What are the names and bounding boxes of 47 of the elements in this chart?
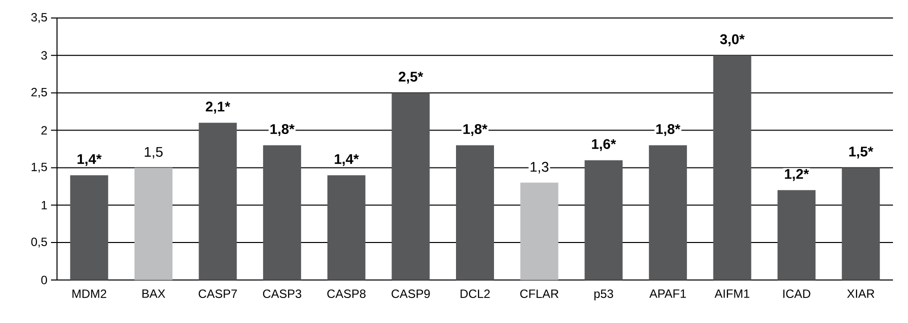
x-tick-label: AIFM1	[714, 290, 750, 298]
data-label: 1,5*	[849, 146, 874, 158]
x-tick-label: MDM2	[72, 290, 106, 298]
y-tick-label: 0	[41, 276, 48, 284]
bar	[134, 168, 172, 280]
y-tick-label: 2	[41, 126, 47, 134]
bar	[263, 145, 302, 280]
y-tick-label: 2,5	[31, 88, 47, 98]
y-tick-label: 1,5	[32, 162, 47, 173]
x-tick-label: ICAD	[783, 290, 810, 298]
data-label: 1,8*	[463, 124, 488, 136]
y-tick-label: 0,5	[31, 238, 47, 248]
data-label: 1,5	[144, 147, 163, 158]
x-tick-label: CASP7	[198, 290, 237, 298]
data-label: 2,5*	[398, 72, 424, 84]
data-label: 1,2*	[784, 169, 809, 181]
bar	[520, 182, 558, 280]
bar	[713, 55, 752, 280]
bar	[327, 175, 366, 280]
data-label: 1,3	[530, 162, 548, 174]
bar	[70, 175, 108, 280]
x-tick-label: CASP8	[327, 290, 366, 298]
bar	[842, 168, 880, 280]
x-tick-label: BAX	[142, 290, 166, 298]
y-tick-label: 3,5	[31, 13, 47, 23]
x-tick-label: XIAR	[847, 290, 874, 298]
bar	[584, 160, 623, 280]
bar	[392, 92, 430, 280]
data-label: 1,8*	[656, 124, 680, 136]
data-label: 2,1*	[206, 102, 230, 114]
y-tick-label: 1	[42, 201, 47, 210]
y-tick-label: 3	[41, 51, 47, 60]
x-tick-label: DCL2	[460, 290, 490, 298]
bar	[198, 122, 237, 280]
x-tick-label: CFLAR	[520, 290, 558, 298]
bar	[778, 190, 816, 280]
data-label: 1,4*	[78, 154, 102, 166]
data-label: 3,0*	[720, 34, 745, 46]
x-tick-label: APAF1	[649, 290, 686, 298]
data-label: 1,4*	[334, 154, 359, 166]
data-label: 1,6*	[592, 139, 616, 152]
bar	[456, 145, 494, 280]
x-tick-label: CASP9	[392, 290, 430, 298]
x-tick-label: CASP3	[263, 290, 302, 298]
data-label: 1,8*	[270, 124, 295, 136]
x-tick-label: p53	[594, 290, 614, 300]
bar	[648, 145, 687, 280]
